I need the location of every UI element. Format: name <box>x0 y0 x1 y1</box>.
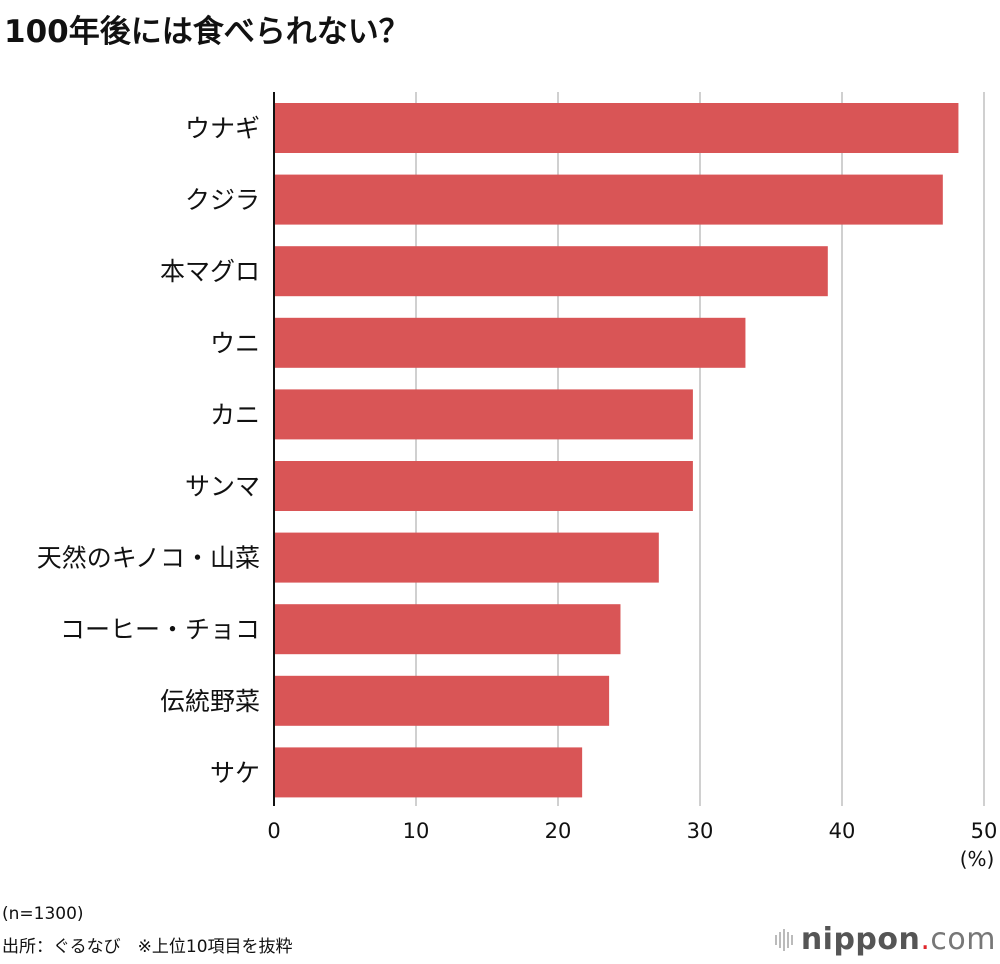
category-label: サンマ <box>185 472 260 501</box>
x-axis-unit: (%) <box>960 847 995 871</box>
category-label: クジラ <box>185 186 260 215</box>
x-tick-label: 0 <box>267 819 280 843</box>
category-label: ウナギ <box>185 114 260 143</box>
x-tick-label: 40 <box>829 819 856 843</box>
source-note: 出所：ぐるなび ※上位10項目を抜粋 <box>2 937 293 957</box>
bar <box>274 461 693 511</box>
bar <box>274 246 828 297</box>
category-label: カニ <box>210 400 260 429</box>
logo-name: nippon <box>800 922 921 957</box>
x-tick-label: 20 <box>545 819 572 843</box>
nippon-logo: nippon.com <box>774 922 996 957</box>
bar <box>274 675 610 726</box>
bar <box>274 747 583 798</box>
bar <box>274 317 746 368</box>
bar-chart: ウナギクジラ本マグロウニカニサンマ天然のキノコ・山菜コーヒー・チョコ伝統野菜サケ… <box>37 92 998 871</box>
x-tick-label: 50 <box>971 819 998 843</box>
sample-size-note: (n=1300) <box>2 904 84 924</box>
bar <box>274 532 659 583</box>
x-tick-label: 10 <box>403 819 430 843</box>
category-label: 本マグロ <box>160 257 260 286</box>
logo-tld: com <box>930 922 996 957</box>
bar <box>274 604 621 655</box>
bar <box>274 389 693 440</box>
category-label: コーヒー・チョコ <box>60 615 260 644</box>
x-tick-label: 30 <box>687 819 714 843</box>
bar <box>274 174 943 225</box>
category-label: ウニ <box>210 329 260 358</box>
category-label: 伝統野菜 <box>160 687 260 716</box>
category-label: 天然のキノコ・山菜 <box>37 544 260 573</box>
bar <box>274 103 959 153</box>
category-label: サケ <box>210 758 260 787</box>
logo-dot: . <box>920 922 931 957</box>
logo-bars-icon <box>774 928 795 951</box>
chart-title: 100年後には食べられない？ <box>4 14 410 50</box>
